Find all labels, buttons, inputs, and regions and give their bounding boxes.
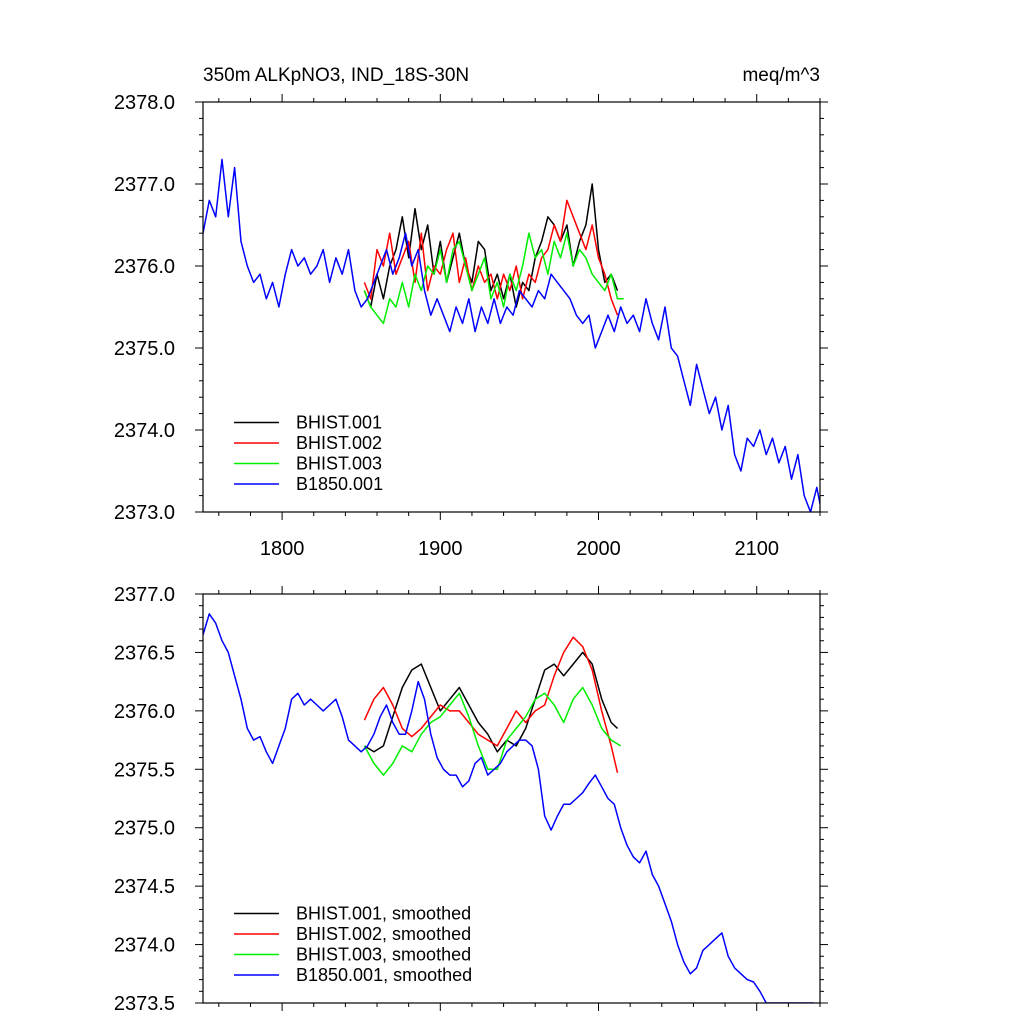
- y-tick-label: 2377.0: [114, 174, 175, 196]
- chart-title: 350m ALKpNO3, IND_18S-30N: [203, 65, 469, 86]
- legend-label: BHIST.003, smoothed: [296, 945, 471, 965]
- legend-label: BHIST.002: [296, 433, 382, 453]
- x-tick-label: 2100: [734, 538, 779, 560]
- y-tick-label: 2376.0: [114, 256, 175, 278]
- series-line-bhist-003-smoothed: [363, 686, 622, 776]
- bottom-panel-smoothed: 2373.5 2374.0 2374.5 2375.0 2375.5 2376.0 2376…: [114, 584, 828, 1015]
- legend-label: BHIST.003: [296, 454, 382, 474]
- chart-units: meq/m^3: [742, 65, 820, 86]
- legend-label: B1850.001, smoothed: [296, 965, 472, 985]
- series-line-bhist-001-smoothed: [364, 651, 619, 753]
- y-tick-label: 2374.0: [114, 935, 175, 957]
- y-tick-label: 2378.0: [114, 92, 175, 114]
- y-tick-label: 2374.5: [114, 876, 175, 898]
- series-line-bhist-003: [363, 232, 624, 325]
- x-tick-label: 1800: [260, 538, 305, 560]
- x-tick-label: 1900: [418, 538, 463, 560]
- series-lines: [203, 158, 820, 512]
- y-tick-label: 2376.5: [114, 642, 175, 664]
- series-line-b1850-001-smoothed: [203, 613, 814, 1003]
- series-line-b1850-001: [203, 158, 820, 512]
- y-tick-label: 2377.0: [114, 584, 175, 606]
- series-line-bhist-002: [363, 199, 619, 316]
- y-tick-label: 2375.5: [114, 759, 175, 781]
- legend-label: BHIST.002, smoothed: [296, 924, 471, 944]
- y-tick-label: 2374.0: [114, 420, 175, 442]
- y-tick-label: 2375.0: [114, 338, 175, 360]
- plot-frame: [202, 593, 821, 1004]
- top-panel-raw: 2373.0 2374.0 2375.0 2376.0 2377.0 2378.0 1800…: [114, 92, 828, 560]
- legend-label: BHIST.001: [296, 413, 382, 433]
- plot-frame: [202, 101, 821, 513]
- series-line-bhist-001: [363, 183, 619, 308]
- series-line-bhist-002-smoothed: [363, 636, 619, 773]
- legend-label: BHIST.001, smoothed: [296, 904, 471, 924]
- x-tick-label: 2000: [576, 538, 621, 560]
- y-tick-label: 2375.0: [114, 818, 175, 840]
- y-tick-label: 2373.0: [114, 502, 175, 524]
- legend-label: B1850.001: [296, 474, 383, 494]
- y-tick-label: 2376.0: [114, 701, 175, 723]
- series-lines: [203, 613, 814, 1003]
- y-tick-label: 2373.5: [114, 993, 175, 1015]
